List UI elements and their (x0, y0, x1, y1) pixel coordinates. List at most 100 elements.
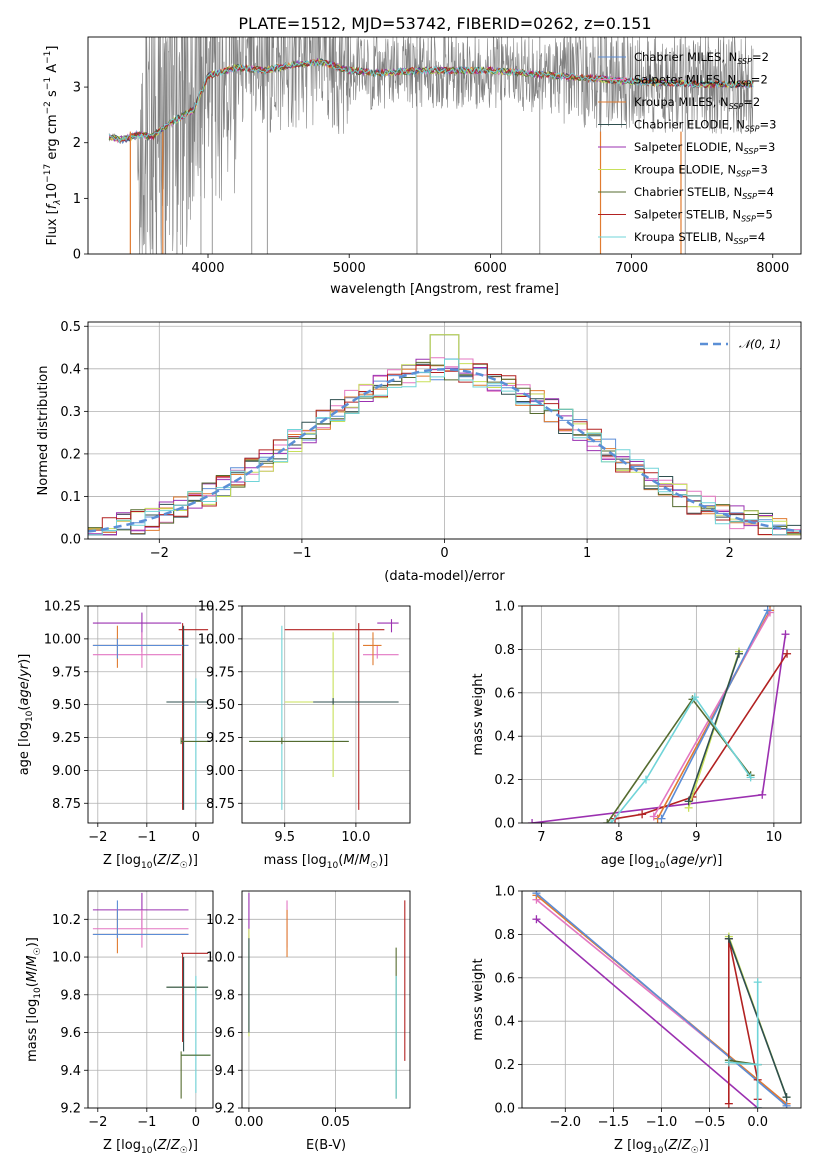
errorbar-point (249, 625, 349, 810)
x-axis-label: age [log10(age/yr)] (601, 853, 723, 871)
y-tick-label: 9.25 (206, 731, 235, 746)
legend-entry: Chabrier MILES, NSSP=2 (634, 50, 769, 66)
weight-marker (753, 978, 762, 987)
y-tick-label: 0.1 (60, 490, 81, 505)
x-axis-label: wavelength [Angstrom, rest frame] (330, 282, 559, 297)
x-tick-label: 9 (692, 830, 700, 845)
axes-frame (87, 321, 802, 540)
legend-entry: Salpeter ELODIE, NSSP=3 (634, 140, 775, 156)
errorbar-point (92, 909, 189, 948)
weight-marker (746, 773, 755, 782)
y-axis-label: Flux [fλ10−17 erg cm−2 s−1 A−1] (43, 46, 63, 246)
x-tick-label: −1.0 (646, 1115, 678, 1130)
legend-entry: Salpeter STELIB, NSSP=5 (634, 208, 773, 224)
y-axis-label: mass [log10(M/M☉)] (25, 937, 43, 1062)
errorbar-point (181, 975, 211, 1093)
y-tick-label: 9.50 (206, 698, 235, 713)
errorbar-point (180, 1051, 211, 1099)
x-tick-label: −0.5 (694, 1115, 726, 1130)
panel-mass-weight-vs-Z: −2.0 −1.5 −1.0 −0.5 0.0 0.0 0.2 0.4 0.6 0.8 1.0 Z [… (471, 885, 802, 1156)
axes-frame (87, 36, 802, 255)
legend-entry: Kroupa MILES, NSSP=2 (634, 95, 760, 111)
errorbar-point (166, 625, 209, 810)
x-axis-label: Z [log10(Z/Z☉)] (614, 1138, 709, 1156)
x-tick-label: 1 (583, 546, 591, 561)
x-axis-label: Z [log10(Z/Z☉)] (103, 853, 198, 871)
x-tick-label: 8000 (756, 261, 789, 276)
y-tick-label: 10.2 (206, 913, 235, 928)
y-tick-label: 0.8 (494, 643, 515, 658)
x-tick-label: 0 (192, 1115, 200, 1130)
weight-marker (528, 819, 537, 823)
x-axis-label: E(B-V) (306, 1138, 346, 1153)
weight-line (660, 609, 769, 820)
axes-frame (87, 890, 214, 1109)
y-tick-label: 0.4 (494, 730, 515, 745)
x-axis-label: (data-model)/error (384, 569, 505, 584)
y-axis-label: Normed distribution (36, 366, 51, 496)
y-tick-label: 0.2 (494, 1058, 515, 1073)
weight-marker (753, 1104, 762, 1108)
x-tick-label: 9.5 (274, 830, 295, 845)
weight-marker (735, 649, 743, 658)
weight-line (535, 918, 759, 1108)
y-axis-label: mass weight (471, 958, 486, 1040)
axes-frame (241, 605, 411, 824)
panel-mass-vs-ebv: 0.00 0.05 9.2 9.4 9.6 9.8 10.0 10.2 E(B-V) (206, 890, 411, 1153)
y-tick-label: 10.00 (44, 632, 81, 647)
y-tick-label: 9.2 (214, 1102, 235, 1117)
y-tick-label: 9.4 (60, 1064, 81, 1079)
weight-marker (724, 1099, 733, 1108)
weight-marker (532, 915, 541, 924)
y-tick-label: 9.00 (52, 764, 81, 779)
weight-marker (690, 693, 699, 702)
y-tick-label: 0.4 (494, 1015, 515, 1030)
axes-frame (521, 605, 802, 824)
y-tick-label: 10.00 (198, 632, 235, 647)
weight-marker (724, 1058, 733, 1067)
weight-marker (649, 812, 658, 821)
weight-marker (657, 814, 666, 823)
weight-marker (532, 891, 541, 898)
y-tick-label: 10.25 (44, 600, 81, 615)
y-tick-label: 9.50 (52, 698, 81, 713)
weight-line (532, 634, 787, 823)
axes-frame (87, 605, 214, 824)
x-tick-label: 4000 (191, 261, 224, 276)
y-tick-label: 10.2 (52, 913, 81, 928)
y-tick-label: 9.6 (60, 1026, 81, 1041)
x-tick-label: 8 (615, 830, 623, 845)
y-tick-label: 10.0 (52, 951, 81, 966)
x-tick-label: −1 (292, 546, 311, 561)
y-tick-label: 0.4 (60, 362, 81, 377)
x-tick-label: 7 (537, 830, 545, 845)
x-tick-label: −2 (88, 830, 107, 845)
y-tick-label: 10.25 (198, 600, 235, 615)
y-tick-label: 1.0 (494, 885, 515, 900)
y-tick-label: 0.5 (60, 320, 81, 335)
y-tick-label: 0.2 (494, 773, 515, 788)
spectrum-model-line (109, 59, 754, 144)
legend-entry: Chabrier STELIB, NSSP=4 (634, 185, 774, 201)
panel-age-vs-Z: −2 −1 0 8.75 9.00 9.25 9.50 9.75 10.00 10.25 Z [lo… (17, 600, 214, 871)
x-tick-label: 10.0 (341, 830, 370, 845)
weight-line (653, 612, 771, 817)
y-tick-label: 9.00 (206, 764, 235, 779)
y-tick-label: 9.75 (52, 665, 81, 680)
y-tick-label: 0.0 (60, 533, 81, 548)
x-tick-label: −1 (137, 830, 156, 845)
y-tick-label: 0.6 (494, 971, 515, 986)
errorbar-point (92, 612, 182, 653)
y-tick-label: 1.0 (494, 600, 515, 615)
x-tick-label: 7000 (615, 261, 648, 276)
y-tick-label: 0.2 (60, 447, 81, 462)
y-tick-label: 0.0 (494, 1102, 515, 1117)
errorbar-point (92, 892, 189, 929)
histogram-step (88, 334, 801, 536)
y-tick-label: 9.8 (214, 988, 235, 1003)
x-tick-label: −2 (88, 1115, 107, 1130)
weight-marker (642, 775, 650, 784)
errorbar-point (284, 623, 385, 810)
y-axis-label: mass weight (471, 673, 486, 755)
